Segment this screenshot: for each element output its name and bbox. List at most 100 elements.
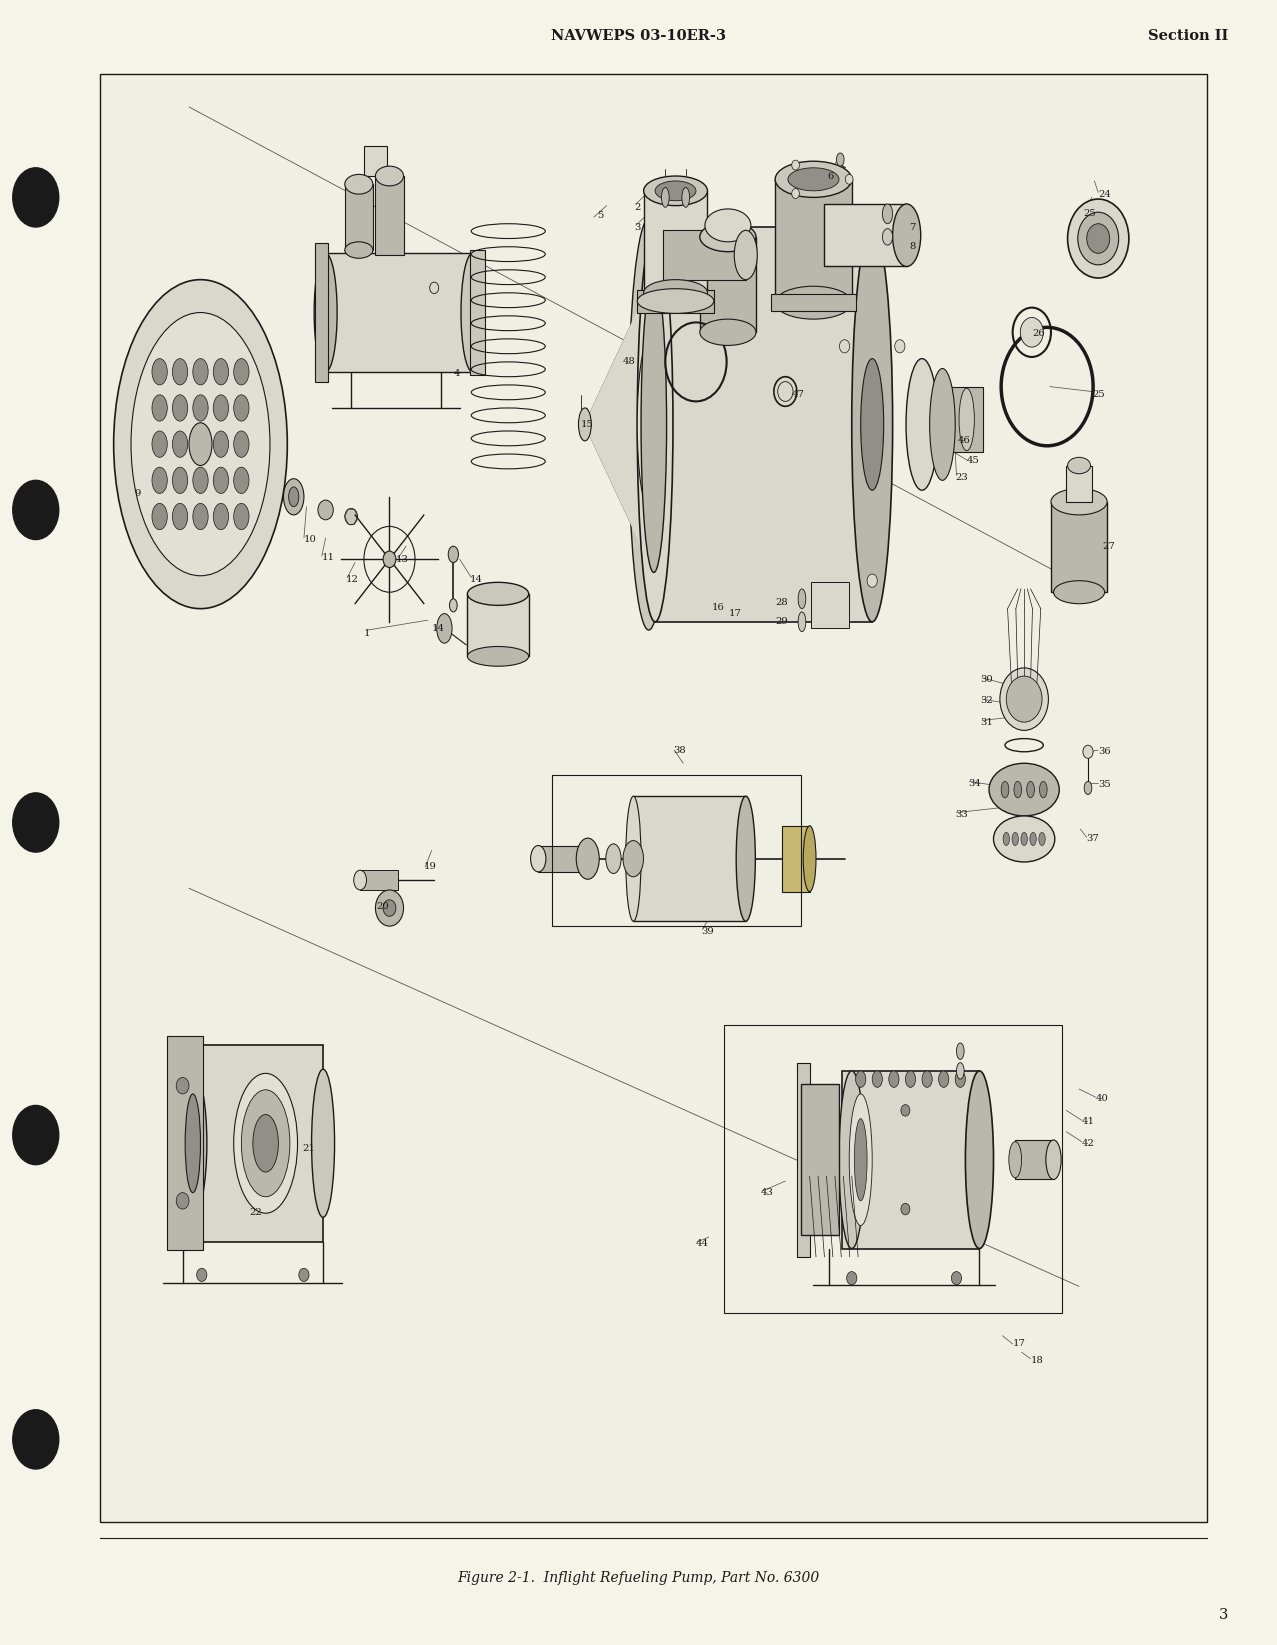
Ellipse shape	[994, 816, 1055, 862]
Bar	[326, 253, 472, 372]
Ellipse shape	[902, 1105, 911, 1117]
Bar	[345, 184, 373, 250]
Ellipse shape	[836, 153, 844, 166]
Ellipse shape	[241, 1089, 290, 1198]
Ellipse shape	[956, 1043, 964, 1059]
Bar	[771, 294, 856, 311]
Ellipse shape	[289, 487, 299, 507]
Ellipse shape	[847, 1272, 857, 1285]
Ellipse shape	[234, 1074, 298, 1214]
Ellipse shape	[655, 181, 696, 201]
Ellipse shape	[1020, 317, 1043, 347]
Ellipse shape	[253, 1115, 278, 1171]
Bar	[724, 1025, 1062, 1313]
Text: 14: 14	[432, 623, 444, 633]
Ellipse shape	[132, 313, 269, 576]
Ellipse shape	[956, 1063, 964, 1079]
Ellipse shape	[775, 161, 852, 197]
Ellipse shape	[798, 612, 806, 632]
Text: 40: 40	[1096, 1094, 1108, 1104]
Ellipse shape	[193, 503, 208, 530]
Text: 7: 7	[909, 222, 916, 232]
Ellipse shape	[902, 1204, 911, 1214]
Ellipse shape	[283, 479, 304, 515]
Ellipse shape	[345, 242, 373, 258]
Ellipse shape	[578, 408, 591, 441]
Ellipse shape	[1029, 832, 1037, 846]
Ellipse shape	[959, 388, 974, 451]
Bar	[552, 775, 801, 926]
Ellipse shape	[930, 368, 955, 480]
Ellipse shape	[882, 204, 893, 224]
Text: 26: 26	[1032, 329, 1045, 339]
Ellipse shape	[179, 1071, 207, 1216]
Text: 38: 38	[673, 745, 686, 755]
Ellipse shape	[152, 467, 167, 494]
Text: 24: 24	[1098, 189, 1111, 199]
Circle shape	[13, 168, 59, 227]
Text: 13: 13	[396, 554, 409, 564]
Ellipse shape	[1039, 781, 1047, 798]
Ellipse shape	[1022, 832, 1028, 846]
Ellipse shape	[803, 826, 816, 892]
Ellipse shape	[637, 290, 714, 314]
Ellipse shape	[867, 574, 877, 587]
Bar	[811, 582, 849, 628]
Polygon shape	[585, 276, 654, 572]
Ellipse shape	[461, 253, 484, 372]
Ellipse shape	[1054, 581, 1105, 604]
Text: 21: 21	[303, 1143, 315, 1153]
Ellipse shape	[839, 341, 849, 352]
Ellipse shape	[628, 219, 669, 630]
Ellipse shape	[375, 166, 404, 186]
Ellipse shape	[193, 359, 208, 385]
Ellipse shape	[861, 359, 884, 490]
Ellipse shape	[798, 589, 806, 609]
Bar	[700, 237, 756, 332]
Ellipse shape	[1051, 489, 1107, 515]
Ellipse shape	[705, 209, 751, 242]
Text: 17: 17	[729, 609, 742, 619]
Ellipse shape	[854, 1119, 867, 1201]
Text: 45: 45	[967, 456, 979, 466]
Ellipse shape	[429, 283, 439, 293]
Ellipse shape	[354, 870, 366, 890]
Text: 42: 42	[1082, 1138, 1094, 1148]
Text: 37: 37	[1087, 834, 1099, 844]
Ellipse shape	[176, 1193, 189, 1209]
Ellipse shape	[152, 431, 167, 457]
Text: NAVWEPS 03-10ER-3: NAVWEPS 03-10ER-3	[550, 30, 727, 43]
Ellipse shape	[1046, 1140, 1061, 1179]
Text: 18: 18	[1031, 1355, 1043, 1365]
Ellipse shape	[778, 382, 793, 401]
Text: 3: 3	[635, 222, 641, 232]
Ellipse shape	[234, 467, 249, 494]
Bar	[315, 243, 328, 382]
Ellipse shape	[889, 1071, 899, 1087]
Ellipse shape	[234, 503, 249, 530]
Bar	[467, 594, 529, 656]
Bar	[364, 146, 387, 176]
Ellipse shape	[893, 204, 921, 266]
Ellipse shape	[939, 1071, 949, 1087]
Ellipse shape	[849, 1094, 872, 1226]
Text: 23: 23	[955, 472, 968, 482]
Ellipse shape	[213, 359, 229, 385]
Ellipse shape	[682, 188, 690, 207]
Bar	[842, 1071, 979, 1249]
Ellipse shape	[176, 1077, 189, 1094]
Ellipse shape	[895, 341, 905, 352]
Ellipse shape	[955, 1071, 965, 1087]
Ellipse shape	[792, 189, 799, 199]
Ellipse shape	[197, 1268, 207, 1281]
Ellipse shape	[172, 503, 188, 530]
Ellipse shape	[152, 395, 167, 421]
Text: 33: 33	[955, 809, 968, 819]
Ellipse shape	[951, 1272, 962, 1285]
Ellipse shape	[189, 423, 212, 466]
Bar	[1051, 502, 1107, 592]
Ellipse shape	[172, 359, 188, 385]
Text: 17: 17	[1013, 1339, 1025, 1349]
Circle shape	[13, 480, 59, 540]
Bar	[644, 191, 707, 293]
